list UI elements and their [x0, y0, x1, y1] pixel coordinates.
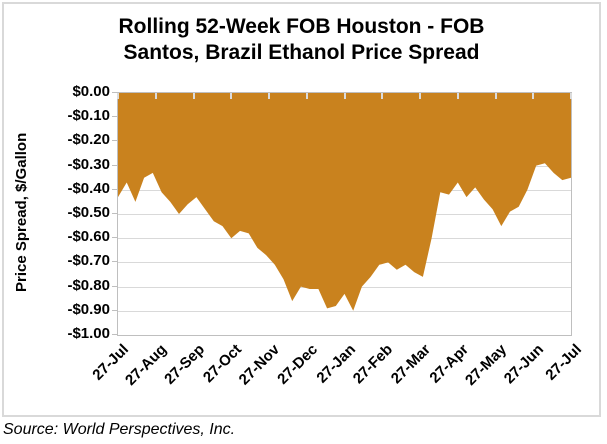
- y-tick-label: -$0.50: [67, 204, 110, 221]
- source-note: Source: World Perspectives, Inc.: [3, 421, 236, 438]
- x-axis-tick: [268, 93, 270, 99]
- x-axis-tick: [570, 93, 572, 99]
- x-axis-tick: [230, 93, 232, 99]
- y-tick-label: $0.00: [72, 83, 110, 100]
- x-axis-tick: [419, 93, 421, 99]
- y-tick-label: -$0.10: [67, 107, 110, 124]
- y-tick-label: -$0.80: [67, 277, 110, 294]
- x-axis-tick: [117, 93, 119, 99]
- y-axis-tick: [112, 140, 117, 141]
- area-series: [118, 93, 571, 311]
- y-tick-label: -$0.90: [67, 301, 110, 318]
- y-axis-tick: [112, 116, 117, 117]
- gridline: [118, 311, 571, 312]
- chart-title: Rolling 52-Week FOB Houston - FOB Santos…: [4, 14, 599, 66]
- y-axis-tick: [112, 310, 117, 311]
- x-axis-tick: [381, 93, 383, 99]
- plot-area: [117, 92, 572, 336]
- y-axis-tick: [112, 286, 117, 287]
- chart-title-line-1: Rolling 52-Week FOB Houston - FOB: [118, 15, 485, 38]
- x-axis-tick: [457, 93, 459, 99]
- y-tick-label: -$0.60: [67, 228, 110, 245]
- y-tick-label: -$0.30: [67, 156, 110, 173]
- y-tick-label: -$0.70: [67, 252, 110, 269]
- y-axis-tick: [112, 261, 117, 262]
- x-axis-tick: [532, 93, 534, 99]
- y-tick-label: -$0.40: [67, 180, 110, 197]
- chart-title-line-2: Santos, Brazil Ethanol Price Spread: [123, 41, 480, 64]
- x-axis-tick: [495, 93, 497, 99]
- y-axis-tick: [112, 189, 117, 190]
- y-axis-tick: [112, 237, 117, 238]
- y-tick-label: -$1.00: [67, 325, 110, 342]
- y-axis-title: Price Spread, $/Gallon: [13, 132, 30, 292]
- y-axis-tick: [112, 165, 117, 166]
- x-axis-tick: [155, 93, 157, 99]
- x-axis-tick: [344, 93, 346, 99]
- y-axis-tick: [112, 213, 117, 214]
- x-axis-tick: [306, 93, 308, 99]
- y-axis-tick: [112, 334, 117, 335]
- y-tick-label: -$0.20: [67, 131, 110, 148]
- x-axis-tick: [193, 93, 195, 99]
- y-axis-tick: [112, 92, 117, 93]
